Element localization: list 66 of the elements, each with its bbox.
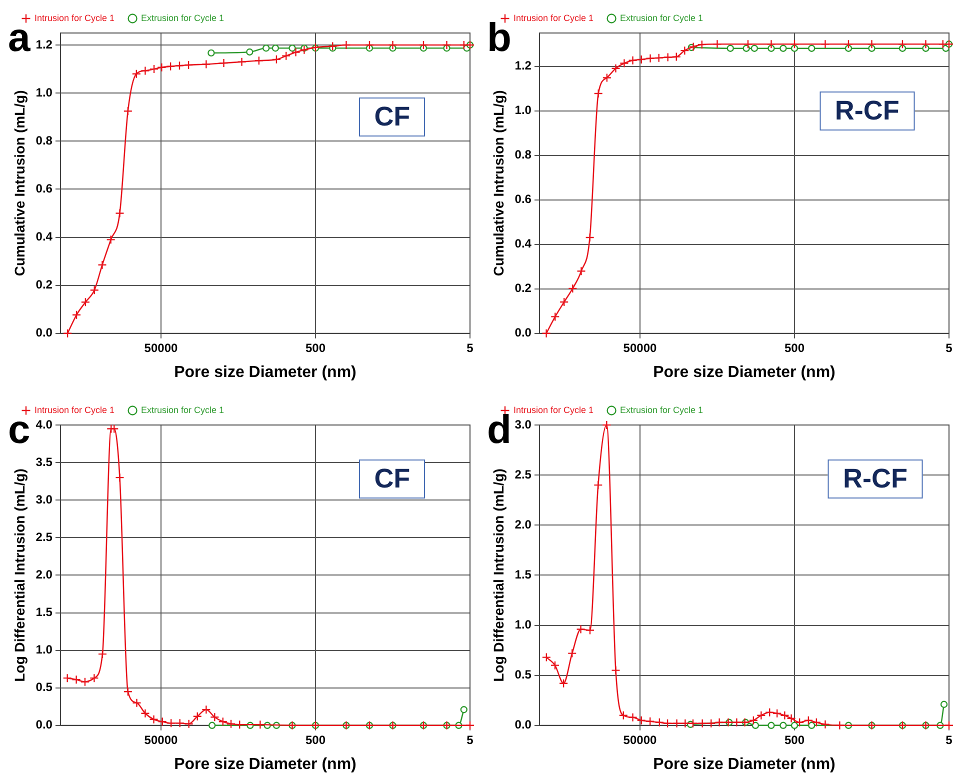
y-tick-label: 0.8 [36,133,53,148]
text: a [8,16,30,60]
y-tick-label: 1.2 [514,58,532,73]
x-tick-label: 5 [466,340,474,355]
y-axis-title: Cumulative Intrusion (mL/g) [490,90,506,276]
y-tick-label: 2.5 [514,467,532,482]
x-axis-title: Pore size Diameter (nm) [174,364,356,381]
annotation: CF [359,460,426,499]
y-tick-label: 0.4 [514,236,532,251]
y-tick-label: 0.2 [36,278,53,292]
x-tick-label: 50000 [623,340,657,355]
annotation: CF [359,98,426,137]
y-tick-label: 0.2 [514,281,532,296]
x-tick-label: 500 [305,732,326,747]
x-tick-label: 5 [946,340,953,355]
legend-label: Intrusion for Cycle 1 [514,404,594,415]
y-tick-label: 4.0 [36,417,53,432]
y-tick-label: 0.0 [514,326,532,340]
y-tick-label: 0.8 [514,148,532,162]
x-tick-label: 5 [466,732,474,747]
y-tick-label: 3.0 [36,492,53,506]
y-tick-label: 3.0 [514,417,532,432]
y-tick-label: 1.5 [514,568,532,582]
y-tick-label: 1.0 [36,642,53,657]
y-tick-label: 1.0 [514,618,532,632]
y-tick-label: 1.0 [514,103,532,118]
x-tick-label: 5 [946,732,953,747]
y-axis-title: Log Differential Intrusion (mL/g) [11,468,28,682]
y-tick-label: 2.5 [36,530,53,544]
y-tick-label: 0.4 [36,230,53,244]
legend-label: Extrusion for Cycle 1 [141,12,224,23]
y-tick-label: 0.0 [36,718,53,732]
y-tick-label: 1.2 [36,37,53,52]
x-tick-label: 500 [784,732,805,747]
x-tick-label: 50000 [144,340,178,355]
y-tick-label: 0.0 [514,718,532,732]
x-tick-label: 500 [784,340,805,355]
y-tick-label: 0.6 [36,182,53,196]
text: b [487,16,512,60]
text: c [8,408,30,452]
y-axis-title: Log Differential Intrusion (mL/g) [490,468,506,682]
y-tick-label: 2.0 [36,568,53,582]
y-tick-label: 0.5 [36,680,53,694]
legend-label: Intrusion for Cycle 1 [514,12,594,23]
y-tick-label: 1.5 [36,605,53,620]
y-tick-label: 3.5 [36,454,53,469]
annotation: R-CF [828,460,923,499]
y-tick-label: 0.6 [514,192,532,206]
legend-label: Extrusion for Cycle 1 [620,12,704,23]
x-tick-label: 50000 [144,732,178,747]
x-axis-title: Pore size Diameter (nm) [653,756,836,773]
annotation: R-CF [820,92,914,131]
x-tick-label: 50000 [623,732,657,747]
y-axis-title: Cumulative Intrusion (mL/g) [11,90,28,276]
x-tick-label: 500 [305,340,326,355]
legend-label: Intrusion for Cycle 1 [34,12,115,23]
legend-label: Extrusion for Cycle 1 [141,404,224,415]
y-tick-label: 2.0 [514,517,532,532]
legend-label: Intrusion for Cycle 1 [34,404,115,415]
y-tick-label: 0.5 [514,668,532,682]
x-axis-title: Pore size Diameter (nm) [653,364,836,381]
y-tick-label: 1.0 [36,85,53,100]
x-axis-title: Pore size Diameter (nm) [174,756,356,773]
legend-label: Extrusion for Cycle 1 [620,404,704,415]
y-tick-label: 0.0 [36,326,53,340]
text: d [487,408,512,452]
